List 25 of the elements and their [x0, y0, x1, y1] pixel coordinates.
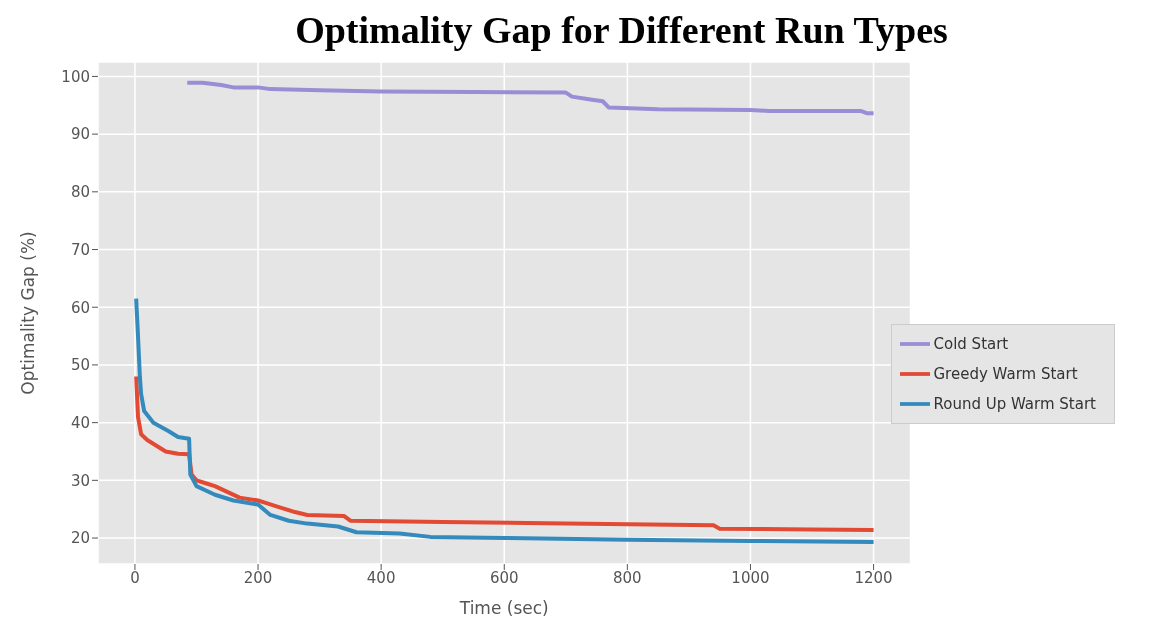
x-tick-label: 1200: [854, 568, 893, 587]
line-series: [185, 80, 876, 116]
x-tick-label: 200: [243, 568, 273, 587]
y-tick-label: 50: [70, 356, 90, 375]
x-tick-label: 800: [613, 568, 642, 587]
legend-label: Round Up Warm Start: [933, 394, 1096, 413]
y-tick-label: 80: [70, 183, 90, 202]
y-axis-title: Optimality Gap (%): [18, 231, 39, 395]
y-tick-label: 90: [70, 125, 90, 144]
line-series: [134, 296, 876, 545]
x-tick-label: 600: [489, 568, 519, 587]
line-series: [134, 374, 876, 532]
x-tick-label: 1000: [731, 568, 770, 587]
chart-title: Optimality Gap for Different Run Types: [294, 8, 949, 53]
y-tick-label: 60: [70, 298, 90, 317]
x-tick-label: 0: [130, 568, 140, 587]
y-tick-label: 30: [70, 471, 90, 490]
legend-label: Cold Start: [933, 334, 1009, 353]
x-axis-title: Time (sec): [458, 598, 549, 618]
y-tick-label: 40: [70, 413, 90, 432]
y-tick-label: 100: [61, 67, 90, 86]
y-tick-label: 70: [70, 240, 90, 259]
legend-label: Greedy Warm Start: [933, 364, 1078, 383]
x-tick-label: 400: [366, 568, 396, 587]
y-tick-label: 20: [70, 529, 90, 548]
